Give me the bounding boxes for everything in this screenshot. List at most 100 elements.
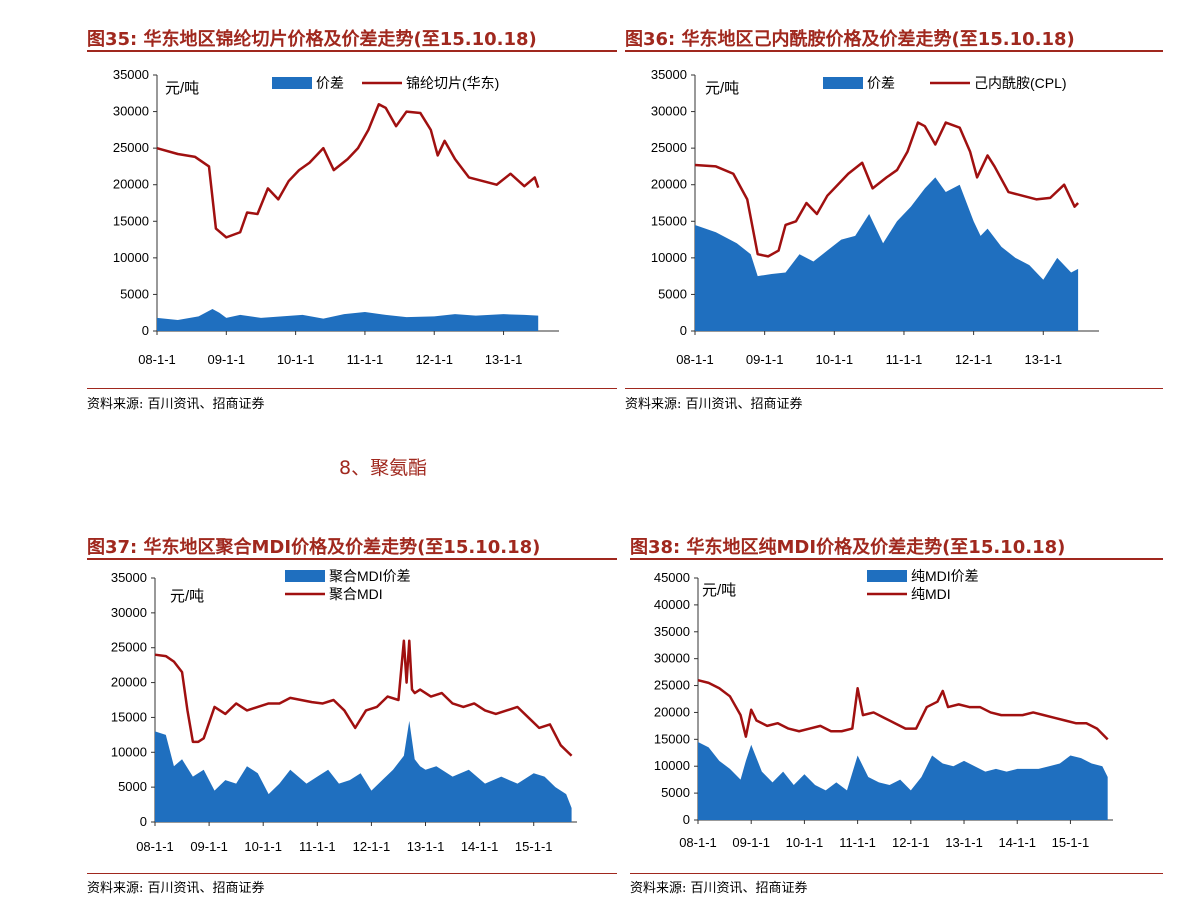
y-tick-label: 30000 (651, 104, 687, 119)
figure-36-title: 图36: 华东地区己内酰胺价格及价差走势(至15.10.18) (625, 29, 1075, 50)
figure-36-panel: 图36: 华东地区己内酰胺价格及价差走势(至15.10.18) 0 5000 100… (625, 0, 1163, 420)
y-tick-label: 25000 (651, 140, 687, 155)
x-tick-label: 08-1-1 (138, 352, 176, 367)
y-tick-label: 0 (142, 323, 149, 338)
figure-37-panel: 图37: 华东地区聚合MDI价格及价差走势(至15.10.18) 0 5000 10… (87, 515, 617, 915)
x-tick-label: 13-1-1 (485, 352, 523, 367)
series-area-0 (695, 177, 1079, 331)
y-tick-label: 15000 (654, 731, 690, 746)
figure-35-title-rule (87, 50, 617, 52)
figure-37-chart: 0 5000 10000 15000 20000 25000 30000 35000 08-1-… (111, 568, 577, 854)
section-heading: 8、聚氨酯 (339, 457, 428, 479)
figure-35-panel: 图35: 华东地区锦纶切片价格及价差走势(至15.10.18) 0 5000 100… (87, 0, 617, 420)
legend-label: 聚合MDI (329, 586, 383, 602)
x-tick-label: 08-1-1 (679, 835, 717, 850)
series-area-0 (157, 309, 539, 331)
x-tick-label: 13-1-1 (945, 835, 983, 850)
legend-label: 己内酰胺(CPL) (974, 75, 1067, 91)
figure-36-chart: 0 5000 10000 15000 20000 25000 30000 35000 08-1-… (651, 67, 1099, 367)
unit-label: 元/吨 (170, 588, 204, 605)
series-line-1 (694, 121, 1080, 258)
y-tick-label: 45000 (654, 570, 690, 585)
y-tick-label: 20000 (111, 675, 147, 690)
series-line-1 (156, 103, 540, 239)
y-tick-label: 30000 (113, 104, 149, 119)
y-tick-label: 15000 (113, 213, 149, 228)
y-tick-label: 15000 (651, 213, 687, 228)
figure-35-source-rule (87, 388, 617, 389)
unit-label: 元/吨 (705, 80, 739, 97)
y-tick-label: 20000 (651, 177, 687, 192)
y-tick-label: 15000 (111, 709, 147, 724)
x-tick-label: 10-1-1 (786, 835, 824, 850)
x-tick-label: 08-1-1 (136, 839, 174, 854)
x-tick-label: 09-1-1 (190, 839, 228, 854)
y-tick-label: 5000 (120, 286, 149, 301)
figure-38-panel: 图38: 华东地区纯MDI价格及价差走势(至15.10.18) 0 5000 100… (630, 515, 1163, 915)
x-tick-label: 11-1-1 (839, 835, 876, 850)
x-tick-label: 12-1-1 (955, 352, 993, 367)
figure-38-source-rule (630, 873, 1163, 874)
legend-swatch-area (285, 570, 325, 582)
x-tick-label: 09-1-1 (746, 352, 784, 367)
y-tick-label: 30000 (654, 651, 690, 666)
y-tick-label: 35000 (651, 67, 687, 82)
legend-swatch-area (823, 77, 863, 89)
figure-37-title: 图37: 华东地区聚合MDI价格及价差走势(至15.10.18) (87, 537, 541, 558)
y-tick-label: 5000 (658, 286, 687, 301)
figure-38-title-rule (630, 558, 1163, 560)
y-tick-label: 0 (683, 812, 690, 827)
x-tick-label: 11-1-1 (299, 839, 336, 854)
series-area-0 (155, 720, 572, 822)
y-tick-label: 25000 (111, 640, 147, 655)
x-tick-label: 13-1-1 (407, 839, 445, 854)
figure-36-source-rule (625, 388, 1163, 389)
series-line-1 (154, 639, 573, 757)
unit-label: 元/吨 (702, 582, 736, 599)
legend-swatch-area (272, 77, 312, 89)
figure-35-chart: 0 5000 10000 15000 20000 25000 30000 35000 08-1-… (113, 67, 559, 367)
x-tick-label: 11-1-1 (347, 352, 384, 367)
x-tick-label: 10-1-1 (277, 352, 315, 367)
y-tick-label: 25000 (113, 140, 149, 155)
y-tick-label: 35000 (113, 67, 149, 82)
x-tick-label: 13-1-1 (1024, 352, 1062, 367)
legend-label: 价差 (316, 75, 344, 91)
unit-label: 元/吨 (165, 80, 199, 97)
y-tick-label: 35000 (654, 624, 690, 639)
x-tick-label: 10-1-1 (816, 352, 854, 367)
legend-label: 聚合MDI价差 (329, 568, 411, 584)
y-tick-label: 10000 (111, 744, 147, 759)
legend-swatch-area (867, 570, 907, 582)
figure-36-source: 资料来源: 百川资讯、招商证券 (625, 397, 803, 412)
figure-35-source: 资料来源: 百川资讯、招商证券 (87, 397, 265, 412)
x-tick-label: 11-1-1 (886, 352, 923, 367)
y-tick-label: 10000 (113, 250, 149, 265)
y-tick-label: 20000 (654, 704, 690, 719)
legend-label: 价差 (867, 75, 895, 91)
y-tick-label: 5000 (661, 785, 690, 800)
x-tick-label: 09-1-1 (208, 352, 246, 367)
figure-38-source: 资料来源: 百川资讯、招商证券 (630, 881, 808, 896)
x-tick-label: 12-1-1 (415, 352, 453, 367)
figure-38-chart: 0 5000 10000 15000 20000 25000 30000 35000 40000… (654, 568, 1113, 850)
y-tick-label: 35000 (111, 570, 147, 585)
y-tick-label: 40000 (654, 597, 690, 612)
x-tick-label: 10-1-1 (244, 839, 282, 854)
y-tick-label: 0 (140, 814, 147, 829)
x-tick-label: 14-1-1 (461, 839, 499, 854)
y-tick-label: 5000 (118, 779, 147, 794)
y-tick-label: 25000 (654, 678, 690, 693)
x-tick-label: 08-1-1 (676, 352, 714, 367)
figure-37-source: 资料来源: 百川资讯、招商证券 (87, 881, 265, 896)
x-tick-label: 12-1-1 (892, 835, 930, 850)
figure-38-title: 图38: 华东地区纯MDI价格及价差走势(至15.10.18) (630, 537, 1066, 558)
x-tick-label: 14-1-1 (998, 835, 1036, 850)
y-tick-label: 10000 (654, 758, 690, 773)
y-tick-label: 20000 (113, 177, 149, 192)
legend-label: 锦纶切片(华东) (406, 75, 499, 91)
y-tick-label: 30000 (111, 605, 147, 620)
figure-37-title-rule (87, 558, 617, 560)
series-area-0 (698, 742, 1108, 820)
figure-37-source-rule (87, 873, 617, 874)
